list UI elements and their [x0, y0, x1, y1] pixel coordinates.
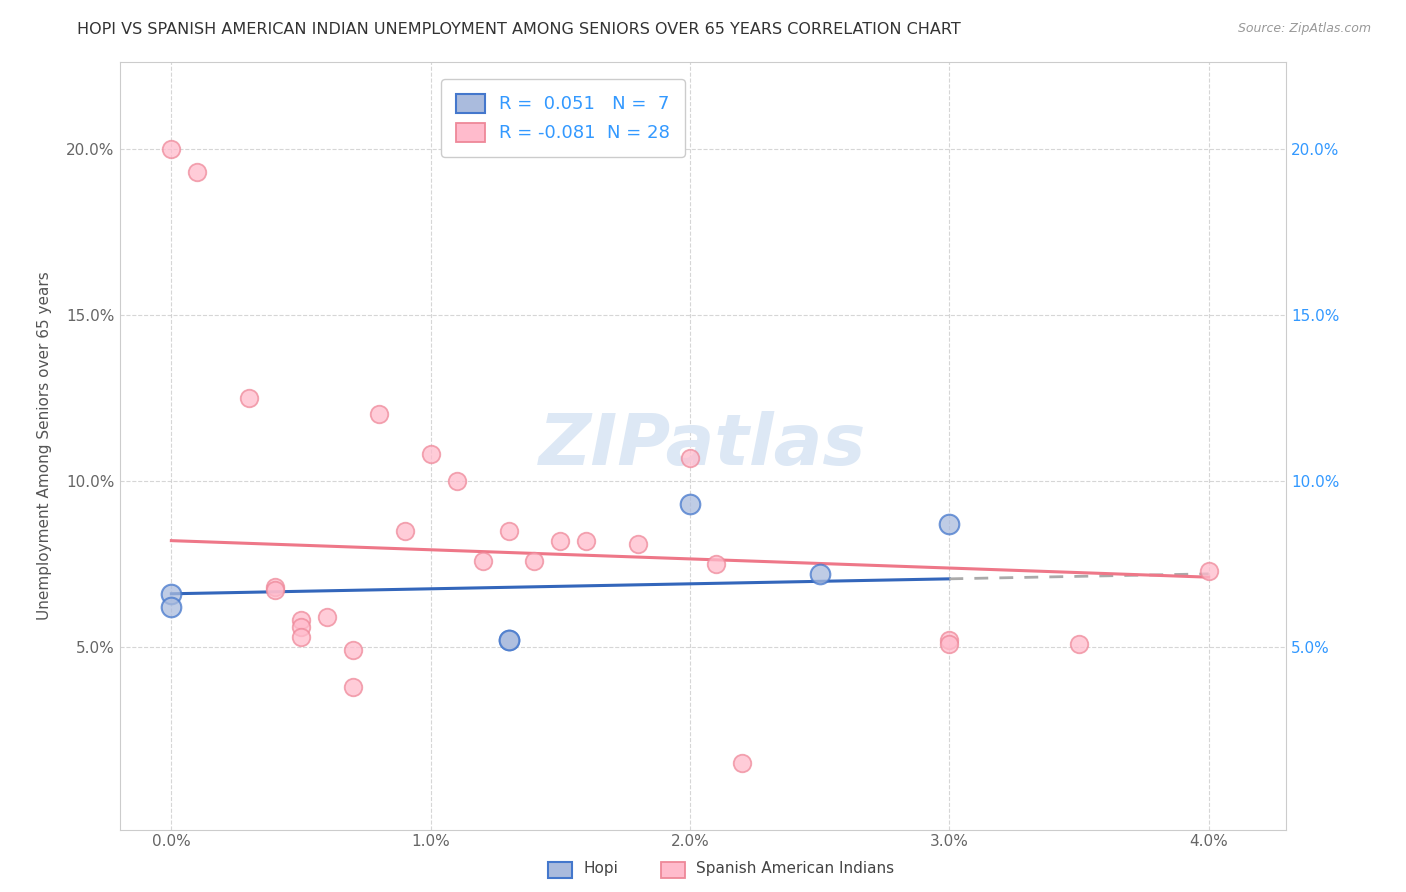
Point — [704, 557, 727, 571]
Text: Source: ZipAtlas.com: Source: ZipAtlas.com — [1237, 22, 1371, 36]
Point — [938, 633, 960, 648]
Point — [238, 391, 260, 405]
Point — [160, 587, 183, 601]
Point — [808, 566, 831, 581]
Point — [394, 524, 416, 538]
Point — [264, 580, 287, 594]
Point — [160, 600, 183, 615]
Point — [1198, 564, 1220, 578]
Point — [290, 630, 312, 644]
Point — [498, 524, 520, 538]
Text: Hopi: Hopi — [583, 862, 619, 876]
Point — [290, 620, 312, 634]
Point — [523, 553, 546, 567]
Point — [575, 533, 598, 548]
Point — [1067, 637, 1090, 651]
Point — [290, 613, 312, 627]
Point — [446, 474, 468, 488]
Point — [419, 447, 441, 461]
Point — [186, 165, 208, 179]
Point — [498, 633, 520, 648]
Point — [160, 142, 183, 156]
Point — [342, 680, 364, 694]
Text: HOPI VS SPANISH AMERICAN INDIAN UNEMPLOYMENT AMONG SENIORS OVER 65 YEARS CORRELA: HOPI VS SPANISH AMERICAN INDIAN UNEMPLOY… — [77, 22, 962, 37]
Point — [938, 637, 960, 651]
Legend: R =  0.051   N =  7, R = -0.081  N = 28: R = 0.051 N = 7, R = -0.081 N = 28 — [441, 79, 685, 157]
Point — [550, 533, 572, 548]
Text: Spanish American Indians: Spanish American Indians — [696, 862, 894, 876]
Point — [679, 497, 702, 511]
Text: ZIPatlas: ZIPatlas — [540, 411, 866, 481]
Point — [679, 450, 702, 465]
Point — [316, 610, 339, 624]
Point — [938, 516, 960, 531]
Point — [731, 756, 754, 771]
Y-axis label: Unemployment Among Seniors over 65 years: Unemployment Among Seniors over 65 years — [38, 272, 52, 620]
Point — [342, 643, 364, 657]
Point — [627, 537, 650, 551]
Point — [471, 553, 494, 567]
Point — [367, 408, 389, 422]
Point — [498, 633, 520, 648]
Point — [264, 583, 287, 598]
